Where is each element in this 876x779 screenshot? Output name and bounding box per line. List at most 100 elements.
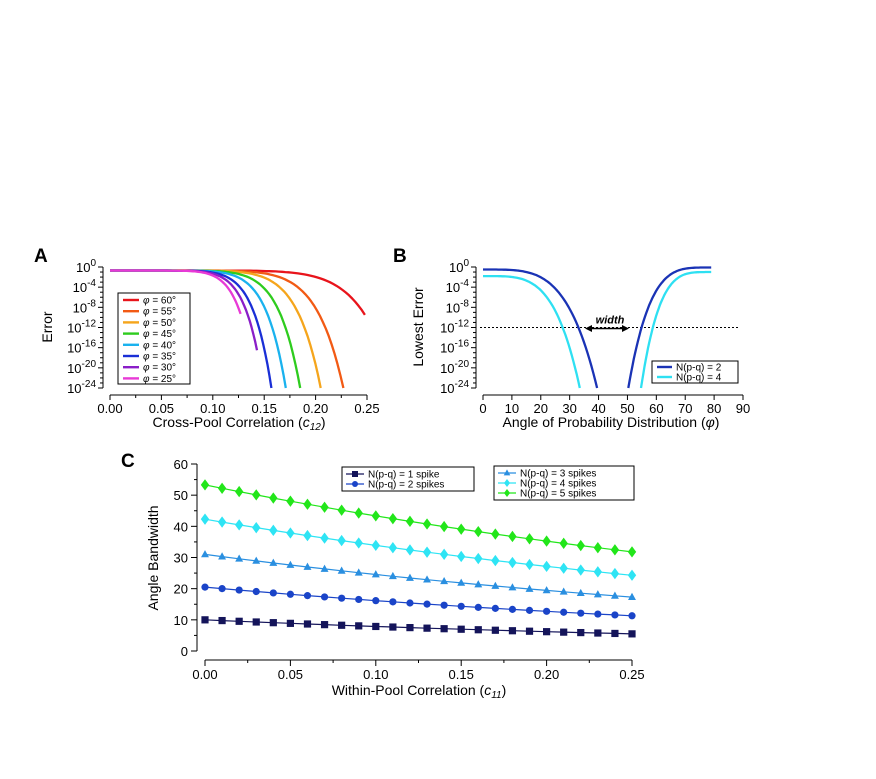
panel-c-point-0 (235, 617, 243, 625)
panel-c-point-1 (218, 585, 226, 593)
panel-b-y-label: Lowest Error (410, 287, 426, 367)
panel-c-x-tick-label: 0.05 (278, 667, 303, 682)
panel-c-point-1 (338, 594, 346, 602)
panel-c-x-tick-label: 0.10 (363, 667, 388, 682)
panel-c-point-4 (439, 520, 449, 533)
panel-a-legend-entry: φ = 45° (143, 329, 176, 340)
panel-b-x-label: Angle of Probability Distribution (φ) (503, 414, 720, 430)
panel-c-point-2 (610, 591, 619, 599)
panel-c-point-4 (252, 489, 261, 501)
panel-c-point-1 (355, 595, 363, 604)
panel-b-y-tick-label: 10-8 (446, 298, 470, 315)
panel-c-point-2 (576, 588, 585, 597)
panel-c-y-tick-label: 50 (174, 488, 188, 503)
panel-c-point-1 (252, 587, 260, 596)
panel-c-point-3 (371, 539, 380, 552)
panel-c-point-2 (388, 571, 397, 580)
panel-c-point-2 (406, 573, 414, 581)
panel-a-y-label: Error (39, 311, 55, 342)
panel-c-point-0 (611, 629, 619, 638)
panel-c-point-3 (422, 546, 432, 558)
panel-a-x-tick-label: 0.15 (252, 401, 277, 416)
panel-c-label: C (121, 451, 135, 472)
panel-a-legend-entry: φ = 55° (143, 307, 176, 318)
panel-c-point-4 (525, 533, 534, 545)
panel-c-point-4 (217, 482, 227, 494)
panel-c-x-label: Within-Pool Correlation (c11) (332, 682, 507, 701)
panel-c-point-0 (201, 616, 209, 624)
panel-c-legend-left-box (341, 466, 475, 492)
panel-c-point-3 (234, 519, 244, 531)
panel-b-y-tick-label: 10-20 (440, 359, 469, 376)
panel-c-legend-right-marker (503, 469, 511, 476)
panel-c-point-2 (320, 564, 329, 572)
panel-c-point-2 (457, 578, 466, 586)
panel-c-series-line-3 (204, 518, 633, 576)
panel-c-point-1 (201, 583, 209, 591)
panel-c-point-4 (491, 528, 500, 540)
panel-a-y-tick-label: 10-8 (73, 298, 97, 315)
panel-c-x-tick-label: 0.15 (449, 667, 474, 682)
panel-c-point-2 (269, 558, 278, 566)
panel-c-point-2 (542, 586, 551, 594)
panel-c-point-3 (388, 542, 398, 554)
panel-a-legend-box (117, 292, 191, 385)
panel-b-x-tick-label: 40 (591, 401, 605, 416)
panel-c-point-0 (577, 628, 585, 637)
panel-c-point-1 (406, 599, 414, 607)
panel-a-y-tick-label: 10-16 (67, 339, 96, 356)
panel-c-point-1 (235, 586, 243, 594)
panel-c-point-0 (560, 628, 568, 636)
panel-b-y-tick-label: 100 (449, 258, 469, 275)
panel-b-width-arrowhead-left (585, 325, 592, 332)
panel-a-y-tick-label: 100 (76, 258, 96, 275)
panel-b-legend-entry: N(p-q) = 4 (676, 373, 722, 384)
panel-c-point-3 (457, 550, 466, 563)
panel-c-point-3 (200, 513, 210, 525)
panel-c-point-2 (252, 556, 261, 564)
panel-a-legend-entry: φ = 60° (143, 296, 176, 307)
panel-c-y-tick-label: 30 (174, 551, 188, 566)
panel-c-point-0 (594, 629, 602, 637)
panel-c-legend-right-entry: N(p-q) = 5 spikes (520, 489, 596, 500)
panel-c-point-2 (303, 562, 312, 570)
panel-b-x-tick-label: 80 (707, 401, 721, 416)
panel-c-point-1 (389, 598, 397, 606)
panel-c-point-4 (200, 479, 210, 491)
panel-b-series-left-0 (483, 268, 599, 389)
panel-c-point-4 (286, 495, 295, 507)
panel-a-y-tick-label: 10-24 (67, 379, 96, 396)
panel-c-series-line-2 (204, 553, 633, 598)
panel-b-x-tick-label: 20 (534, 401, 548, 416)
panel-c-point-4 (320, 501, 329, 513)
panel-c-point-1 (594, 610, 602, 618)
panel-c-point-4 (627, 546, 637, 558)
panel-c-point-3 (474, 552, 483, 565)
panel-c-point-2 (423, 575, 431, 583)
panel-b-y-tick-label: 10-4 (446, 278, 470, 295)
panel-c-point-1 (577, 609, 585, 617)
panel-c-point-3 (286, 527, 295, 539)
panel-c-point-1 (372, 597, 380, 605)
panel-c-point-2 (508, 583, 517, 591)
panel-c-point-4 (371, 510, 380, 522)
panel-a-legend-entry: φ = 50° (143, 318, 176, 329)
panel-c-point-0 (508, 627, 517, 635)
panel-b-legend-entry: N(p-q) = 2 (676, 363, 722, 374)
panel-c-point-0 (406, 624, 414, 632)
panel-c-point-3 (439, 548, 449, 561)
panel-c-point-4 (234, 485, 244, 498)
panel-c-x-tick-label: 0.00 (192, 667, 217, 682)
panel-c-y-tick-label: 40 (174, 519, 188, 534)
panel-c-point-2 (371, 570, 380, 578)
panel-c-point-3 (354, 537, 363, 549)
panel-c-point-0 (457, 625, 465, 633)
panel-c-point-4 (559, 537, 568, 550)
panel-c-point-1 (440, 601, 448, 609)
panel-c-point-1 (474, 603, 482, 611)
panel-c-point-4 (610, 544, 620, 556)
panel-b-y-tick-label: 10-24 (440, 379, 469, 396)
panel-c-point-1 (543, 607, 551, 615)
panel-c-point-0 (286, 619, 294, 627)
panel-c-point-2 (474, 580, 483, 588)
